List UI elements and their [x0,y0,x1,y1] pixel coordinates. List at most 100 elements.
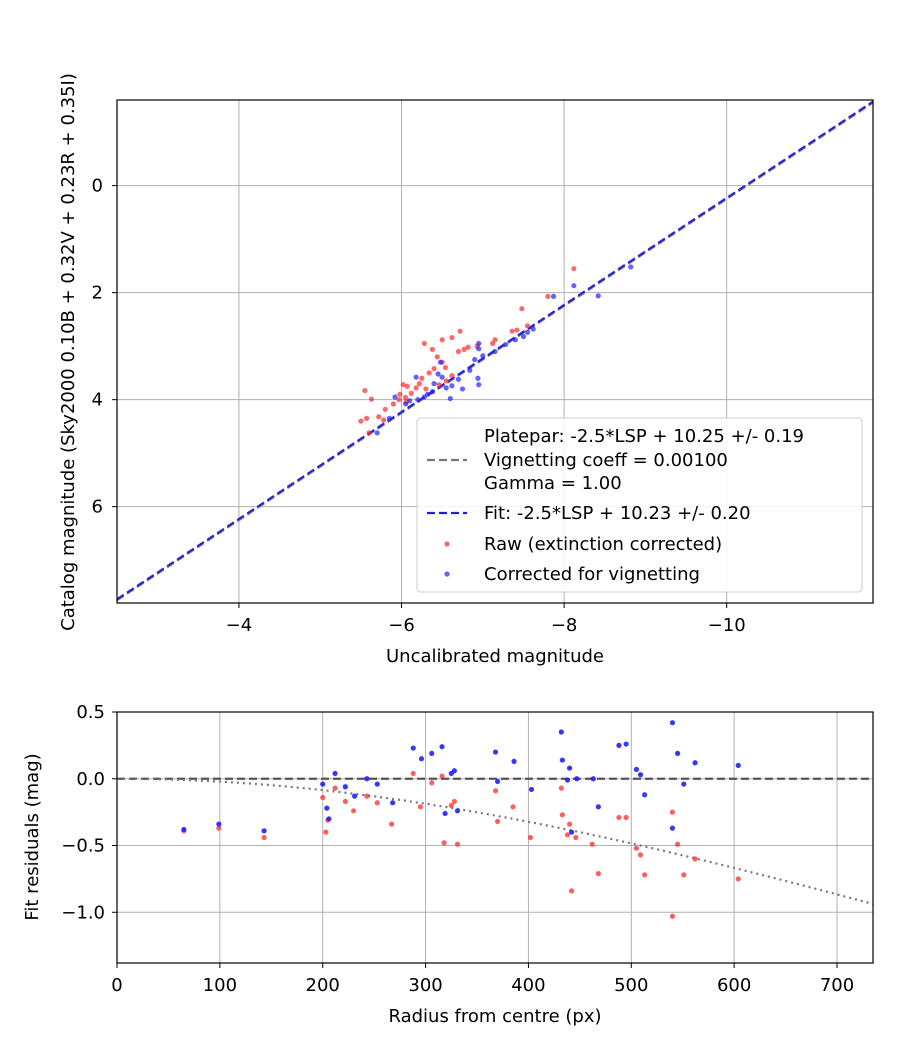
corrected-point [429,389,436,395]
raw-residual-point [410,770,416,777]
fit-line [117,100,873,601]
bottom-x-tick-label: 400 [511,975,545,996]
corrected-point [628,264,634,270]
raw-point [426,370,432,376]
raw-residual-point [451,798,457,805]
corrected-residual-point [637,772,644,778]
legend-entry-fit: Fit: -2.5*LSP + 10.23 +/- 0.20 [484,503,751,524]
raw-point [461,346,467,352]
raw-residual-point [558,785,564,791]
corrected-residual-point [590,776,596,782]
raw-residual-point [642,872,648,878]
top-fit-lines [117,100,873,602]
corrected-residual-point [564,777,571,783]
bottom-x-tick-label: 500 [614,975,648,996]
legend-entry-raw: Raw (extinction corrected) [484,534,722,555]
raw-residual-point [669,809,676,815]
raw-point [421,340,427,347]
raw-point [396,397,402,403]
corrected-point [437,359,444,365]
raw-point [457,328,463,334]
bottom-x-tick-label: 300 [408,975,442,996]
raw-residual-point [616,814,622,821]
corrected-residual-point [324,805,330,811]
corrected-residual-point [410,745,416,751]
corrected-residual-point [569,829,575,835]
raw-residual-point [674,841,681,847]
raw-point [449,372,455,379]
raw-point [429,346,436,352]
top-y-tick-label: 6 [92,497,103,518]
raw-point [431,366,437,372]
corrected-point [421,394,427,400]
raw-point [376,414,382,420]
corrected-point [476,340,482,347]
top-axes-frame [116,99,874,604]
raw-point [390,401,396,407]
corrected-residual-point [642,792,648,798]
raw-residual-point [439,773,445,779]
corrected-residual-point [429,750,435,756]
legend-box [416,417,863,593]
top-x-tick-label: −6 [388,615,415,636]
raw-point [368,396,375,402]
vignetting-curve [117,777,873,906]
corrected-residual-point [451,768,457,774]
corrected-residual-point [342,784,348,790]
bottom-x-tick-label: 600 [717,975,751,996]
bottom-ticks: 0 100 200 300 400 500 600 700 0.5 0.0 −0.5 −1.0 [61,702,854,996]
bottom-x-tick-label: 700 [820,975,854,996]
raw-point [524,323,531,329]
corrected-residual-point [390,800,396,806]
raw-point [443,378,449,384]
corrected-residual-point [735,762,741,769]
corrected-point [472,356,478,363]
raw-residual-point [559,812,565,818]
top-x-tick-label: −10 [708,615,746,636]
corrected-point [374,430,380,436]
corrected-point [413,374,419,380]
corrected-residual-point [439,744,445,750]
top-scatter-points [358,264,634,436]
raw-point [400,382,406,388]
corrected-residual-point [216,821,222,827]
raw-point [419,375,425,381]
legend-raw-marker [444,541,450,547]
corrected-residual-point [494,778,501,785]
raw-point [382,406,388,412]
corrected-point [595,293,601,299]
raw-residual-point [637,852,644,858]
corrected-residual-point [528,786,535,793]
bottom-axes-frame [116,711,874,964]
corrected-residual-point [692,760,698,766]
corrected-residual-point [492,749,499,755]
bottom-y-tick-label: 0.0 [76,769,105,790]
raw-point [413,385,419,391]
raw-residual-point [389,821,395,827]
bottom-x-axis-label: Radius from centre (px) [388,1006,601,1027]
raw-residual-point [692,856,698,862]
bottom-scatter-points [181,720,741,919]
top-gridlines [117,100,873,603]
raw-residual-point [429,780,435,786]
top-y-tick-label: 4 [92,390,103,411]
raw-residual-point [216,825,222,831]
raw-point [408,390,414,396]
top-plot: −4 −6 −8 −10 0 2 4 6 Platepar: -2.5*LSP + 10.25… [58,73,874,667]
raw-residual-point [323,829,329,835]
raw-point [366,430,372,436]
raw-residual-point [492,788,499,794]
corrected-residual-point [374,781,380,787]
corrected-residual-point [669,720,676,726]
corrected-residual-point [674,750,681,756]
raw-residual-point [350,808,357,814]
raw-residual-point [332,785,338,791]
corrected-point [447,395,453,402]
top-ticks: −4 −6 −8 −10 0 2 4 6 [92,176,746,636]
top-x-tick-label: −8 [551,615,578,636]
raw-residual-point [454,841,461,847]
corrected-residual-point [352,793,358,799]
raw-point [423,386,429,392]
raw-point [434,354,440,360]
